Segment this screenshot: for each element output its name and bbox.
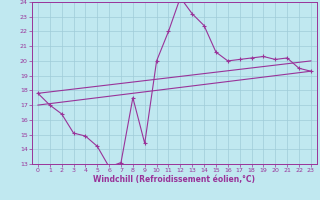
X-axis label: Windchill (Refroidissement éolien,°C): Windchill (Refroidissement éolien,°C) (93, 175, 255, 184)
